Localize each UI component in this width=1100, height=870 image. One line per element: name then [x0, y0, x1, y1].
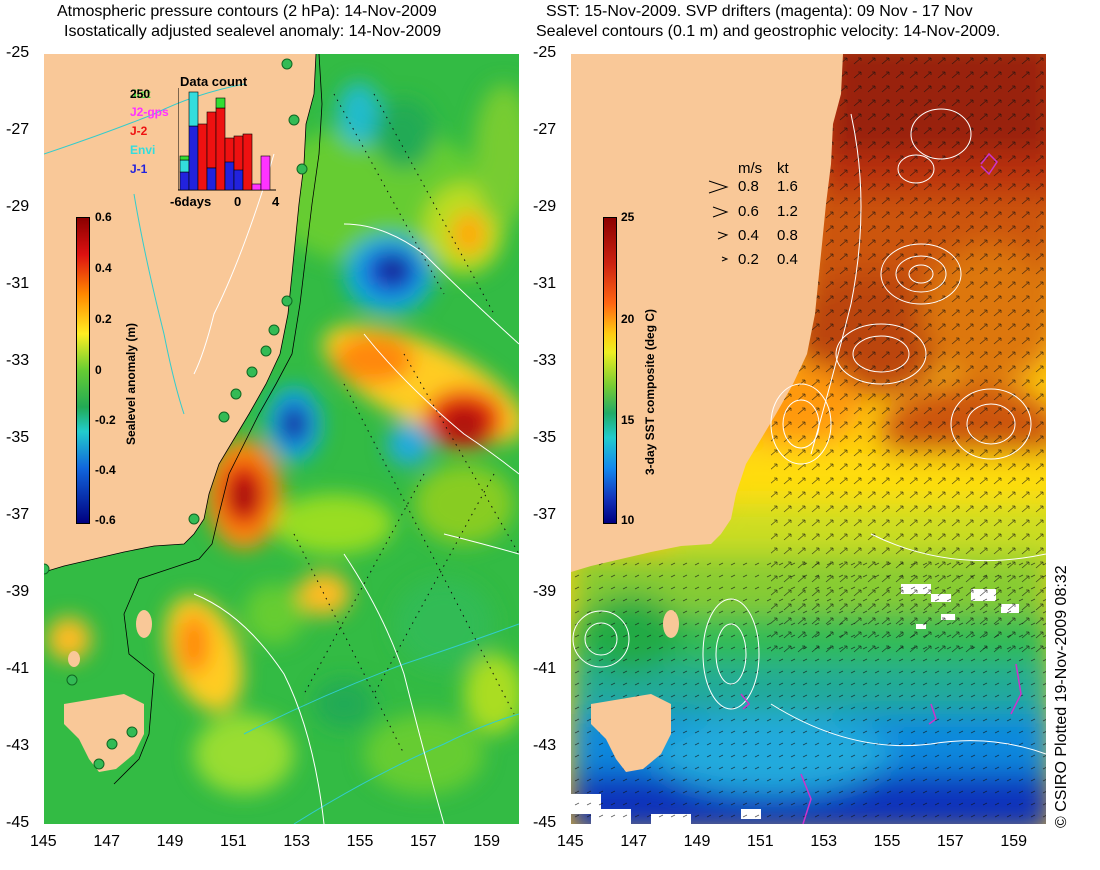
velocity-row-0-ms: 0.8 [738, 178, 759, 195]
right-lon-tick: 145 [557, 833, 584, 850]
left-lon-tick: 153 [283, 833, 311, 850]
right-lat-tick: -35 [533, 429, 557, 446]
velocity-row-2-kt: 0.8 [777, 227, 798, 244]
velocity-legend: m/s kt 0.8 1.6 0.6 1.2 0.4 0.8 0.2 0.4 [705, 160, 815, 270]
data-count-histogram [178, 88, 276, 191]
sst-tick-10: 10 [621, 513, 635, 527]
data-count-xtick-0: -6days [170, 194, 212, 209]
right-lat-tick: -45 [533, 814, 557, 831]
velocity-row-0-kt: 1.6 [777, 178, 798, 195]
sealevel-colorbar [76, 217, 90, 524]
left-lon-tick: 155 [346, 833, 374, 850]
right-lat-tick: -25 [533, 44, 557, 61]
left-lat-tick: -27 [6, 121, 30, 138]
velocity-header-kt: kt [777, 160, 789, 177]
left-lon-tick: 151 [220, 833, 247, 850]
legend-j2-gps: J2-gps [130, 105, 169, 119]
left-lat-tick: -31 [6, 275, 30, 292]
data-count-xtick-1: 0 [234, 194, 242, 209]
sst-tick-20: 20 [621, 312, 635, 326]
velocity-row-1-kt: 1.2 [777, 203, 798, 220]
right-lon-tick: 151 [747, 833, 774, 850]
sealevel-anomaly-map [44, 54, 519, 824]
right-lat-tick: -43 [533, 737, 557, 754]
legend-j2: J-2 [130, 124, 148, 138]
velocity-arrow-icons [708, 180, 729, 262]
right-lon-tick: 157 [937, 833, 964, 850]
right-lon-tick: 149 [683, 833, 711, 850]
sst-colorbar-label: 3-day SST composite (deg C) [643, 308, 657, 475]
left-lon-tick: 145 [30, 833, 57, 850]
legend-envi: Envi [130, 143, 156, 157]
data-count-inset: Data count Jist 250 J2-gps J-2 Envi J-1 … [130, 74, 290, 214]
legend-jist: Jist [130, 87, 151, 101]
right-lon-tick: 155 [873, 833, 901, 850]
velocity-row-3-kt: 0.4 [777, 251, 798, 268]
right-lat-tick: -33 [533, 352, 557, 369]
sealevel-tick-4: -0.2 [95, 413, 116, 427]
sst-colorbar [603, 217, 617, 524]
right-lat-tick: -39 [533, 583, 557, 600]
velocity-row-1-ms: 0.6 [738, 203, 759, 220]
right-lat-tick: -41 [533, 660, 557, 677]
right-lat-tick: -29 [533, 198, 557, 215]
data-count-max: 250 [130, 87, 151, 101]
left-title-line2: Isostatically adjusted sealevel anomaly:… [64, 23, 442, 40]
copyright-notice: © CSIRO Plotted 19-Nov-2009 08:32 [1053, 565, 1070, 828]
left-lon-tick: 147 [93, 833, 121, 850]
right-lat-tick: -31 [533, 275, 557, 292]
left-lat-tick: -39 [6, 583, 30, 600]
data-count-title: Data count [180, 74, 248, 89]
sealevel-tick-0: 0.6 [95, 210, 112, 224]
left-lat-tick: -43 [6, 737, 30, 754]
velocity-header-ms: m/s [738, 160, 763, 177]
right-lat-tick: -27 [533, 121, 557, 138]
sealevel-tick-1: 0.4 [95, 261, 112, 275]
left-lat-tick: -45 [6, 814, 30, 831]
velocity-row-2-ms: 0.4 [738, 227, 759, 244]
left-lat-tick: -37 [6, 506, 30, 523]
sealevel-tick-3: 0 [95, 363, 102, 377]
legend-j1: J-1 [130, 162, 148, 176]
left-lat-tick: -41 [6, 660, 30, 677]
right-lon-tick: 153 [810, 833, 838, 850]
velocity-row-3-ms: 0.2 [738, 251, 759, 268]
right-title-line2: Sealevel contours (0.1 m) and geostrophi… [536, 23, 1001, 40]
sst-map [571, 54, 1046, 824]
sealevel-colorbar-label: Sealevel anomaly (m) [124, 322, 138, 445]
right-lon-tick: 159 [1000, 833, 1028, 850]
left-lon-tick: 159 [473, 833, 501, 850]
left-lat-tick: -25 [6, 44, 30, 61]
sealevel-tick-5: -0.4 [95, 463, 116, 477]
right-lon-tick: 147 [620, 833, 648, 850]
data-count-xtick-2: 4 [272, 194, 280, 209]
left-lon-tick: 157 [410, 833, 437, 850]
left-lat-tick: -33 [6, 352, 30, 369]
right-lat-tick: -37 [533, 506, 557, 523]
right-title-line1: SST: 15-Nov-2009. SVP drifters (magenta)… [546, 3, 973, 20]
left-title-line1: Atmospheric pressure contours (2 hPa): 1… [57, 3, 437, 20]
sst-tick-15: 15 [621, 413, 635, 427]
sealevel-tick-2: 0.2 [95, 312, 112, 326]
left-lat-tick: -29 [6, 198, 30, 215]
sealevel-tick-6: -0.6 [95, 513, 116, 527]
sst-tick-25: 25 [621, 210, 635, 224]
left-lat-tick: -35 [6, 429, 30, 446]
left-lon-tick: 149 [156, 833, 184, 850]
